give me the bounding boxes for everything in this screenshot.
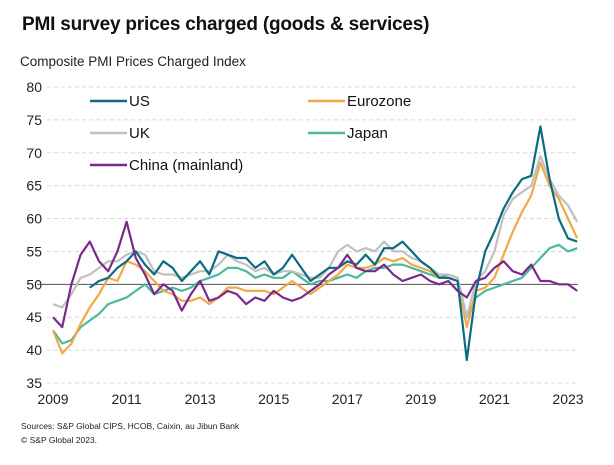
y-axis: 35 40 45 50 55 60 65 70 75 80 — [26, 79, 42, 391]
series-line-china-mainland — [52, 220, 578, 329]
sources-note: Sources: S&P Global CIPS, HCOB, Caixin, … — [21, 421, 240, 431]
legend: US UK China (mainland) Eurozone Japan — [90, 93, 411, 174]
y-tick-label: 45 — [26, 309, 42, 325]
y-tick-label: 40 — [26, 342, 42, 358]
x-tick-label: 2017 — [332, 391, 363, 407]
series-lines — [51, 125, 579, 362]
y-tick-label: 50 — [26, 276, 42, 292]
x-tick-label: 2019 — [405, 391, 436, 407]
series-line-japan — [52, 243, 578, 345]
x-tick-label: 2023 — [552, 391, 583, 407]
y-tick-label: 70 — [26, 145, 42, 161]
legend-label: Eurozone — [347, 93, 411, 110]
legend-item: Eurozone — [308, 93, 411, 110]
legend-label: Japan — [347, 125, 388, 142]
y-tick-label: 75 — [26, 112, 42, 128]
legend-item: US — [90, 93, 150, 110]
y-tick-label: 35 — [26, 375, 42, 391]
legend-label: China (mainland) — [129, 157, 243, 174]
legend-item: China (mainland) — [90, 157, 243, 174]
series-line-eurozone — [51, 161, 579, 355]
chart-subtitle: Composite PMI Prices Charged Index — [20, 54, 246, 69]
legend-item: Japan — [308, 125, 388, 142]
chart-title: PMI survey prices charged (goods & servi… — [22, 14, 430, 35]
legend-item: UK — [90, 125, 150, 142]
y-tick-label: 60 — [26, 211, 42, 227]
copyright-note: © S&P Global 2023. — [21, 435, 98, 445]
series-line-us — [89, 125, 578, 362]
y-tick-label: 80 — [26, 79, 42, 95]
x-axis: 2009 2011 2013 2015 2017 2019 2021 2023 — [37, 391, 583, 407]
legend-label: US — [129, 93, 150, 110]
x-tick-label: 2015 — [258, 391, 289, 407]
x-tick-label: 2009 — [37, 391, 68, 407]
y-tick-label: 65 — [26, 178, 42, 194]
y-tick-label: 55 — [26, 243, 42, 259]
legend-label: UK — [129, 125, 150, 142]
x-tick-label: 2011 — [112, 391, 142, 407]
x-tick-label: 2013 — [185, 391, 216, 407]
x-tick-label: 2021 — [479, 391, 510, 407]
